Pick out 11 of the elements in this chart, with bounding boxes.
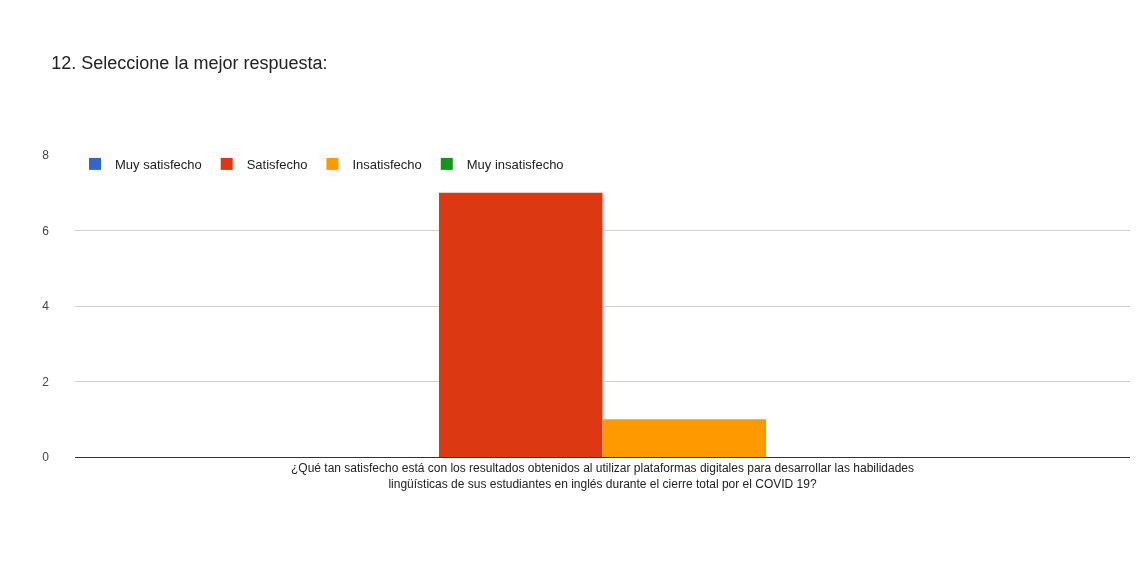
legend-label: Muy insatisfecho [466, 156, 564, 172]
y-tick-label: 0 [42, 450, 50, 465]
y-tick-label: 2 [42, 374, 50, 389]
x-tick-label: ¿Qué tan satisfecho está con los resultados obtenidos al utilizar plataformas digitales para desarrollar las habilidades lingüísticas de sus estudiantes en inglés durante el cierre total por el COVID 19? [290, 461, 915, 491]
y-tick-label: 6 [42, 223, 50, 238]
legend-label: Muy satisfecho [115, 156, 202, 172]
legend-label: Satisfecho [246, 156, 308, 172]
y-tick-label: 4 [42, 299, 50, 314]
y-tick-label: 8 [42, 148, 50, 163]
chart-title: 12. Seleccione la mejor respuesta: [51, 53, 328, 74]
legend-label: Insatisfecho [352, 156, 422, 172]
